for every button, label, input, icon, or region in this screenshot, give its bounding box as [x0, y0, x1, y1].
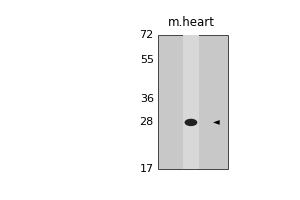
Text: 28: 28 — [140, 117, 154, 127]
Text: 72: 72 — [140, 30, 154, 40]
Text: 17: 17 — [140, 164, 154, 174]
Bar — [183, 35, 199, 169]
Bar — [158, 35, 228, 169]
Polygon shape — [213, 120, 220, 125]
Text: 36: 36 — [140, 94, 154, 104]
Ellipse shape — [184, 119, 197, 126]
Text: 55: 55 — [140, 55, 154, 65]
Text: m.heart: m.heart — [167, 16, 214, 29]
